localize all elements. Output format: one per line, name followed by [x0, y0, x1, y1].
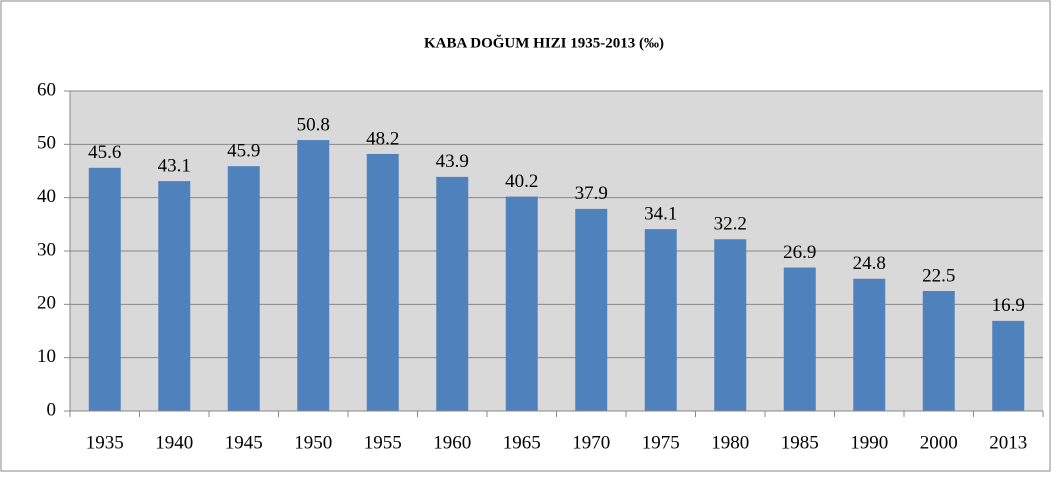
x-tick-label: 2000	[920, 432, 958, 453]
x-tick-label: 1950	[294, 432, 332, 453]
x-tick-label: 1975	[642, 432, 680, 453]
x-tick-label: 1970	[572, 432, 610, 453]
bar	[714, 239, 747, 411]
value-label: 43.9	[436, 151, 469, 172]
value-label: 45.9	[227, 141, 260, 162]
value-label: 26.9	[783, 242, 816, 263]
x-tick-label: 1940	[155, 432, 193, 453]
value-label: 24.8	[853, 253, 886, 274]
y-tick-label: 60	[37, 79, 56, 100]
x-tick-label: 1980	[711, 432, 749, 453]
bar	[297, 140, 330, 412]
bar	[366, 153, 399, 411]
x-tick-label: 1990	[850, 432, 888, 453]
bar	[853, 278, 886, 411]
y-tick-label: 40	[37, 186, 56, 207]
x-tick-label: 1935	[86, 432, 124, 453]
value-label: 50.8	[297, 114, 330, 135]
y-tick-label: 50	[37, 133, 56, 154]
chart-title: KABA DOĞUM HIZI 1935-2013 (‰)	[424, 34, 664, 51]
value-label: 40.2	[505, 171, 538, 192]
bar	[644, 229, 677, 411]
value-label: 22.5	[922, 265, 955, 286]
x-tick-label: 1985	[781, 432, 819, 453]
bar	[227, 166, 260, 411]
value-label: 34.1	[644, 203, 677, 224]
bar	[992, 320, 1025, 411]
value-label: 45.6	[88, 142, 121, 163]
x-tick-label: 2013	[989, 432, 1027, 453]
value-label: 16.9	[992, 295, 1025, 316]
y-tick-label: 20	[37, 293, 56, 314]
bar	[783, 267, 816, 411]
value-label: 32.2	[714, 214, 747, 235]
bar	[88, 167, 121, 411]
value-label: 48.2	[366, 128, 399, 149]
x-tick-label: 1945	[225, 432, 263, 453]
value-label: 43.1	[158, 155, 191, 176]
bar	[922, 291, 955, 411]
bar	[575, 208, 608, 411]
x-tick-label: 1965	[503, 432, 541, 453]
bar	[505, 196, 538, 411]
bar	[158, 181, 191, 411]
y-tick-label: 10	[37, 346, 56, 367]
value-label: 37.9	[575, 183, 608, 204]
y-tick-label: 0	[47, 399, 57, 420]
y-tick-label: 30	[37, 239, 56, 260]
bar	[436, 176, 469, 411]
x-tick-label: 1960	[433, 432, 471, 453]
x-tick-label: 1955	[364, 432, 402, 453]
